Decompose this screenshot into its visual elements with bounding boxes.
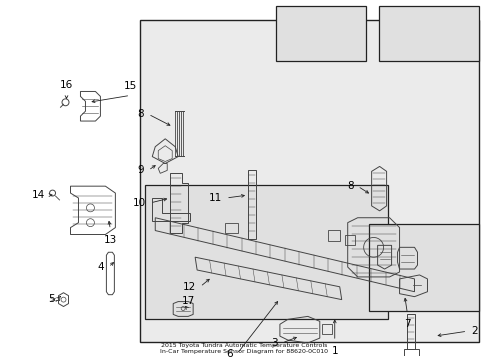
- Text: 4: 4: [98, 262, 104, 272]
- Text: 8: 8: [346, 181, 353, 191]
- Text: 9: 9: [138, 165, 144, 175]
- Bar: [378, 6, 478, 61]
- Text: 2: 2: [470, 326, 477, 336]
- Text: 5: 5: [48, 294, 55, 303]
- Bar: [140, 20, 478, 342]
- Text: 1: 1: [331, 346, 337, 356]
- Text: 17: 17: [181, 296, 194, 306]
- Text: 12: 12: [183, 282, 196, 292]
- Text: 16: 16: [60, 81, 73, 90]
- Bar: [368, 224, 478, 311]
- Text: 11: 11: [208, 193, 222, 203]
- Text: 15: 15: [123, 81, 137, 91]
- Text: 3: 3: [271, 338, 277, 348]
- Text: 2015 Toyota Tundra Automatic Temperature Controls
In-Car Temperature Sensor Diag: 2015 Toyota Tundra Automatic Temperature…: [160, 343, 327, 354]
- Bar: [276, 6, 366, 61]
- Text: 14: 14: [31, 190, 44, 200]
- Text: 6: 6: [226, 349, 233, 359]
- Bar: [144, 185, 387, 319]
- Text: 10: 10: [133, 198, 146, 208]
- Text: 7: 7: [404, 319, 410, 329]
- Text: 13: 13: [103, 234, 117, 244]
- Text: 8: 8: [138, 109, 144, 119]
